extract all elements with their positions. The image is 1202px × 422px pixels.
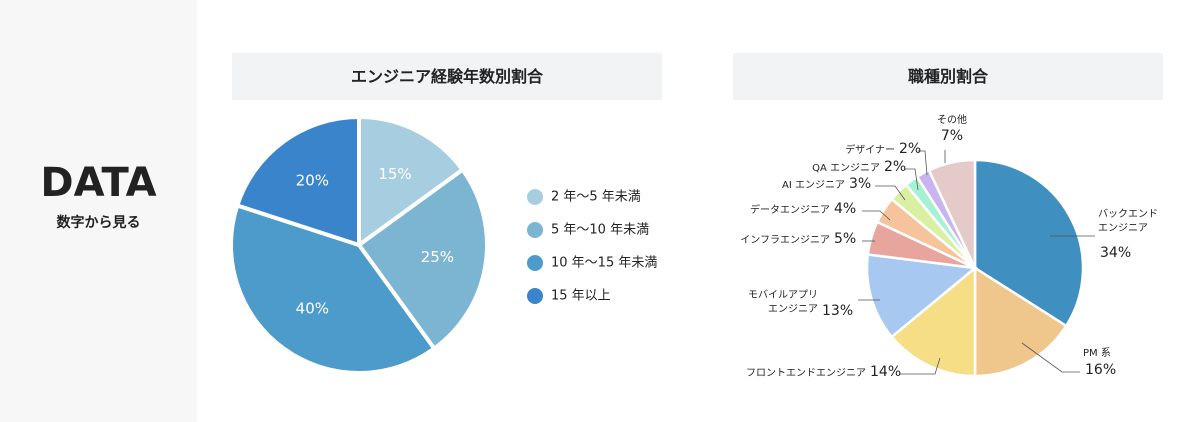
- pie-slice: [357, 114, 466, 249]
- legend-label: 15 年以上: [551, 289, 611, 304]
- category-label: バックエンド エンジニア: [1098, 209, 1158, 234]
- legend-label: 2 年〜5 年未満: [551, 190, 641, 205]
- category-label: デザイナー: [845, 145, 895, 156]
- chart-title: 職種別割合: [733, 53, 1163, 100]
- data-label: 14%: [870, 364, 902, 380]
- data-label: 40%: [296, 300, 329, 318]
- leader-line: [1021, 342, 1080, 373]
- category-label: インフラエンジニア: [740, 235, 830, 246]
- leader-line: [875, 185, 906, 201]
- data-label: 5%: [834, 231, 857, 247]
- category-label: モバイルアプリ エンジニア: [748, 290, 818, 315]
- section-subtitle: 数字から見る: [56, 215, 141, 231]
- category-label: QA エンジニア: [812, 163, 880, 174]
- legend-label: 10 年〜15 年未満: [551, 256, 657, 271]
- data-label: 13%: [822, 303, 854, 319]
- data-label: 4%: [834, 201, 857, 217]
- chart-title: エンジニア経験年数別割合: [232, 53, 662, 100]
- data-label: 20%: [296, 171, 329, 189]
- data-label: 34%: [1100, 245, 1132, 261]
- pie-slice: [927, 158, 977, 269]
- category-label: その他: [937, 115, 967, 126]
- legend-marker: [527, 189, 543, 205]
- data-label: 16%: [1085, 362, 1117, 378]
- leader-line: [918, 150, 928, 176]
- legend-marker: [527, 222, 543, 238]
- category-label: データエンジニア: [750, 205, 830, 216]
- leader-line: [862, 210, 891, 221]
- section-title: DATA: [40, 160, 157, 206]
- data-label: 3%: [849, 176, 872, 192]
- legend-label: 5 年〜10 年未満: [551, 223, 649, 238]
- category-label: AI エンジニア: [782, 180, 845, 191]
- pie-slice: [890, 265, 977, 378]
- pie-slice: [229, 202, 438, 375]
- leader-line: [905, 168, 919, 191]
- legend-marker: [527, 255, 543, 271]
- pie-slice: [234, 114, 361, 248]
- category-label: フロントエンドエンジニア: [746, 368, 866, 379]
- category-label: PM 系: [1083, 348, 1111, 359]
- pie-slice: [865, 253, 979, 339]
- legend-marker: [527, 288, 543, 304]
- side-panel: DATA 数字から見る: [0, 0, 197, 422]
- data-label: 15%: [378, 165, 411, 183]
- leader-line: [900, 357, 941, 375]
- data-label: 2%: [899, 141, 922, 157]
- data-label: 25%: [421, 248, 454, 266]
- data-label: 7%: [940, 128, 964, 144]
- data-label: 2%: [884, 159, 907, 175]
- pie-slice: [973, 265, 1068, 378]
- pie-slice: [356, 166, 489, 352]
